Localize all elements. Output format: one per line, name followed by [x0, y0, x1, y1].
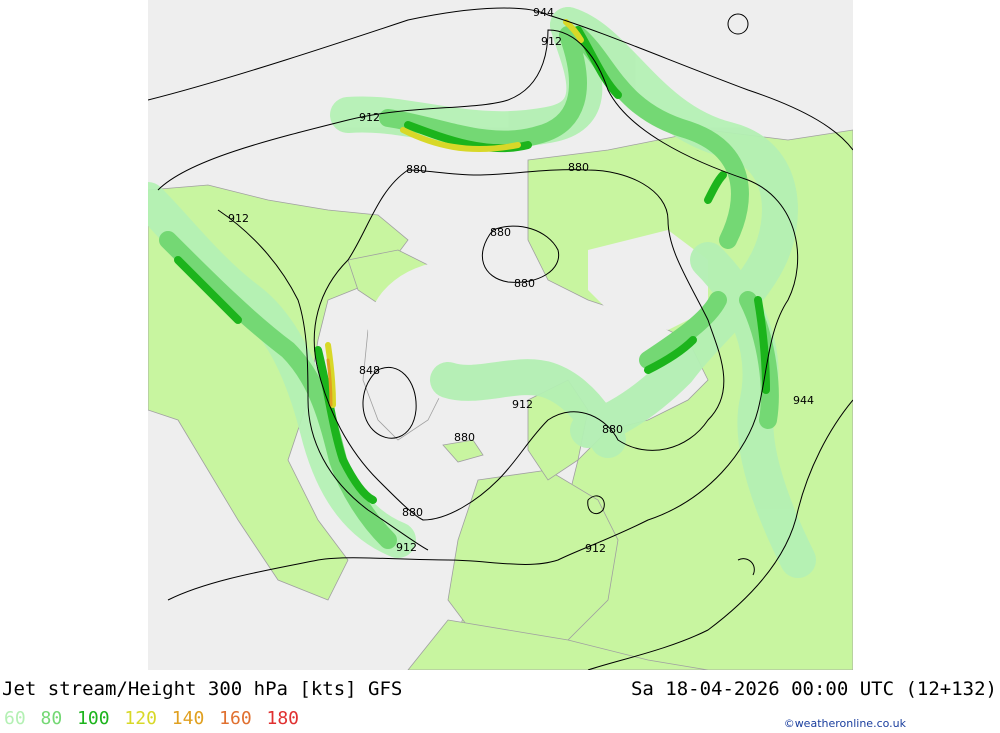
legend-item: 120: [124, 708, 157, 729]
speed-legend: 60 80 100 120 140 160 180: [4, 708, 303, 729]
contour-label: 880: [568, 161, 589, 174]
contour-label: 912: [512, 398, 533, 411]
contour-label: 848: [359, 364, 380, 377]
contour-label: 912: [585, 542, 606, 555]
map-canvas: 944 912 912 880 880 912 880 880 848 912 …: [148, 0, 853, 670]
legend-item: 60: [4, 708, 26, 729]
weather-map: 944 912 912 880 880 912 880 880 848 912 …: [148, 0, 853, 670]
legend-item: 100: [77, 708, 110, 729]
contour-label: 880: [490, 226, 511, 239]
contour-label: 912: [396, 541, 417, 554]
contour-label: 880: [602, 423, 623, 436]
contour-labels: 944 912 912 880 880 912 880 880 848 912 …: [228, 6, 814, 555]
legend-item: 180: [266, 708, 300, 729]
jet-stream: [148, 7, 816, 578]
contour-label: 880: [406, 163, 427, 176]
legend-item: 80: [40, 708, 63, 729]
contour-label: 880: [402, 506, 423, 519]
contour-label: 912: [541, 35, 562, 48]
contour-label: 912: [359, 111, 380, 124]
credit-link[interactable]: ©weatheronline.co.uk: [783, 717, 906, 730]
legend-item: 140: [171, 708, 205, 729]
height-contours: [148, 7, 853, 670]
map-title: Jet stream/Height 300 hPa [kts] GFS: [2, 678, 403, 700]
land-masses: [148, 129, 853, 670]
contour-label: 912: [228, 212, 249, 225]
contour-label: 880: [454, 431, 475, 444]
kara-sea: [588, 230, 708, 330]
contour-label: 880: [514, 277, 535, 290]
legend-item: 160: [219, 708, 252, 729]
map-datetime: Sa 18-04-2026 00:00 UTC (12+132): [630, 678, 997, 700]
contour-label: 944: [793, 394, 814, 407]
contour-label: 944: [533, 6, 554, 19]
